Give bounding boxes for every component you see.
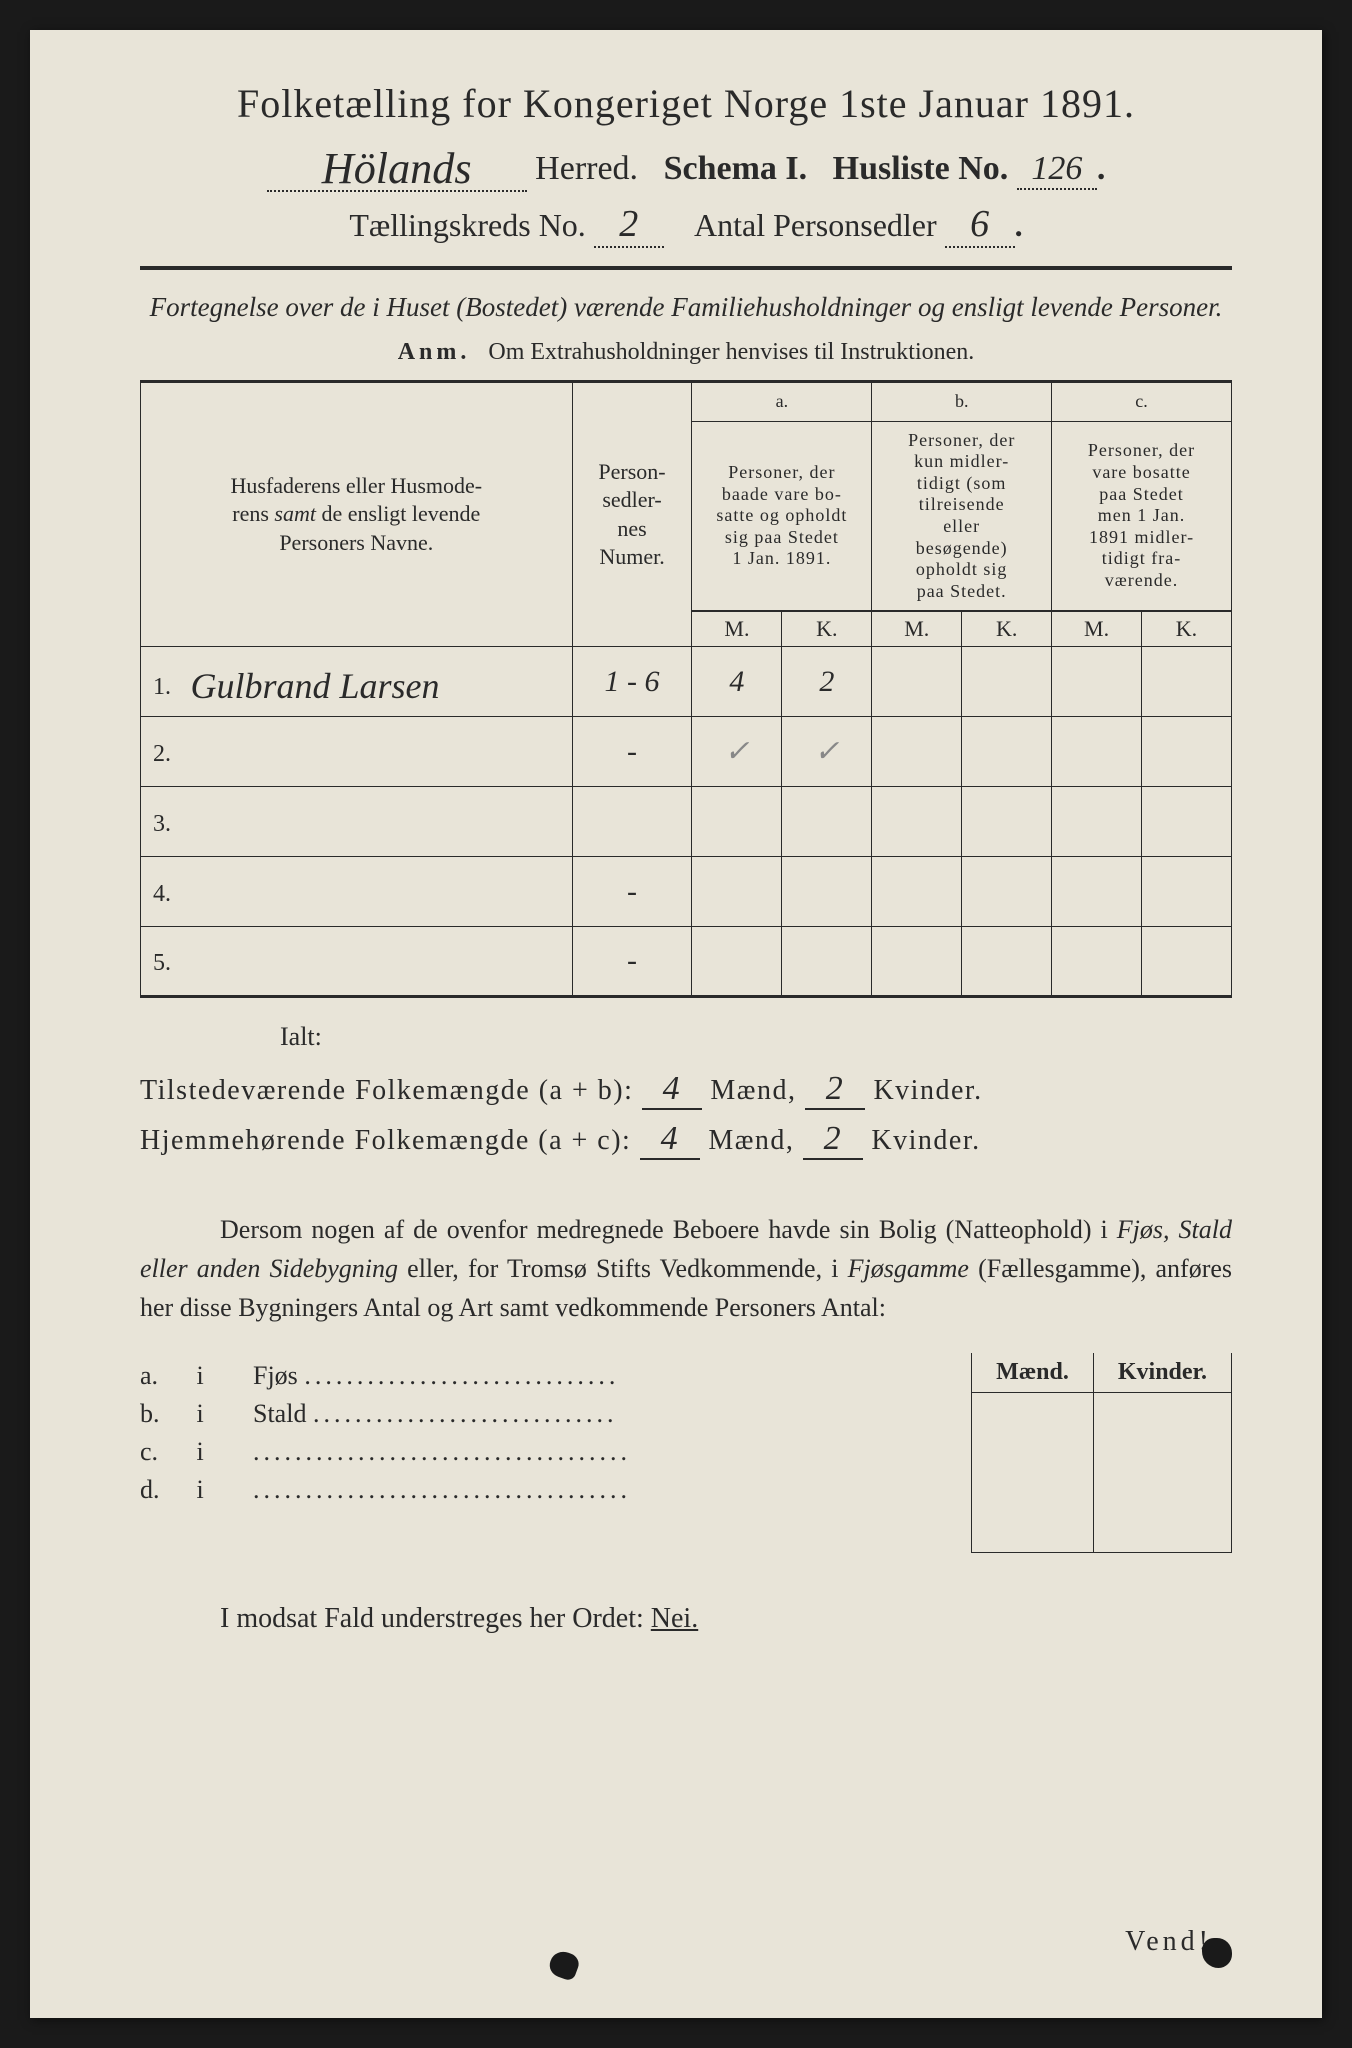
page-title: Folketælling for Kongeriget Norge 1ste J… [140, 80, 1232, 127]
herred-value: Hölands [322, 144, 472, 193]
col-b-label: b. [872, 382, 1052, 422]
table-row: 5. - [141, 927, 1232, 997]
resident-women: 2 [803, 1120, 863, 1160]
summary-resident: Hjemmehørende Folkemængde (a + c): 4 Mæn… [140, 1120, 1232, 1160]
summary-present: Tilstedeværende Folkemængde (a + b): 4 M… [140, 1070, 1232, 1110]
col-a-m: M. [692, 611, 782, 647]
ialt-label: Ialt: [280, 1022, 1232, 1052]
subtitle: Fortegnelse over de i Huset (Bostedet) v… [140, 290, 1232, 325]
table-row: 1. Gulbrand Larsen 1 - 6 4 2 [141, 647, 1232, 717]
table-row: 2. - ✓ ✓ [141, 717, 1232, 787]
col-c-k: K. [1142, 611, 1232, 647]
col-a-label: a. [692, 382, 872, 422]
modsat-line: I modsat Fald understreges her Ordet: Ne… [220, 1603, 1232, 1635]
husliste-value: 126 [1031, 150, 1082, 187]
maend-header: Mænd. [972, 1353, 1094, 1393]
herred-label: Herred. [535, 150, 638, 187]
anm-line: Anm. Om Extrahusholdninger henvises til … [140, 339, 1232, 366]
col-c-text: Personer, dervare bosattepaa Stedetmen 1… [1052, 421, 1232, 611]
col-a-k: K. [782, 611, 872, 647]
census-table: Husfaderens eller Husmode-rens samt de e… [140, 380, 1232, 998]
kvinder-header: Kvinder. [1093, 1353, 1231, 1393]
person-name: Gulbrand Larsen [191, 666, 440, 706]
outbuilding-row: a. i Fjøs .............................. [140, 1361, 961, 1391]
mk-table: Mænd. Kvinder. [971, 1353, 1232, 1553]
outbuilding-section: a. i Fjøs ..............................… [140, 1353, 1232, 1553]
col-numer-header: Person-sedler-nesNumer. [572, 382, 692, 647]
outbuilding-row: d. i ...................................… [140, 1475, 961, 1505]
col-c-m: M. [1052, 611, 1142, 647]
divider [140, 266, 1232, 270]
antal-value: 6 [970, 203, 989, 245]
outbuilding-row: c. i ...................................… [140, 1437, 961, 1467]
outbuilding-row: b. i Stald ............................. [140, 1399, 961, 1429]
present-women: 2 [805, 1070, 865, 1110]
present-men: 4 [642, 1070, 702, 1110]
ink-blot-icon [546, 1948, 581, 1982]
table-row: 3. [141, 787, 1232, 857]
col-name-header: Husfaderens eller Husmode-rens samt de e… [141, 382, 573, 647]
kreds-value: 2 [619, 203, 638, 245]
census-form-page: Folketælling for Kongeriget Norge 1ste J… [30, 30, 1322, 2018]
vend-label: Vend! [1125, 1926, 1212, 1958]
outbuilding-paragraph: Dersom nogen af de ovenfor medregnede Be… [140, 1210, 1232, 1327]
header-line-3: Tællingskreds No. 2 Antal Personsedler 6… [140, 202, 1232, 248]
col-b-k: K. [962, 611, 1052, 647]
nei-word: Nei. [651, 1603, 698, 1634]
col-b-m: M. [872, 611, 962, 647]
anm-label: Anm. [398, 339, 471, 365]
col-b-text: Personer, derkun midler-tidigt (somtilre… [872, 421, 1052, 611]
col-a-text: Personer, derbaade vare bo-satte og opho… [692, 421, 872, 611]
resident-men: 4 [640, 1120, 700, 1160]
col-c-label: c. [1052, 382, 1232, 422]
husliste-label: Husliste No. [833, 150, 1009, 187]
table-row: 4. - [141, 857, 1232, 927]
kreds-label: Tællingskreds No. [349, 207, 585, 243]
header-line-2: Hölands Herred. Schema I. Husliste No. 1… [140, 139, 1232, 192]
anm-text: Om Extrahusholdninger henvises til Instr… [488, 339, 974, 365]
schema-label: Schema I. [664, 150, 808, 187]
ink-blot-icon [1202, 1938, 1232, 1968]
antal-label: Antal Personsedler [694, 207, 937, 243]
